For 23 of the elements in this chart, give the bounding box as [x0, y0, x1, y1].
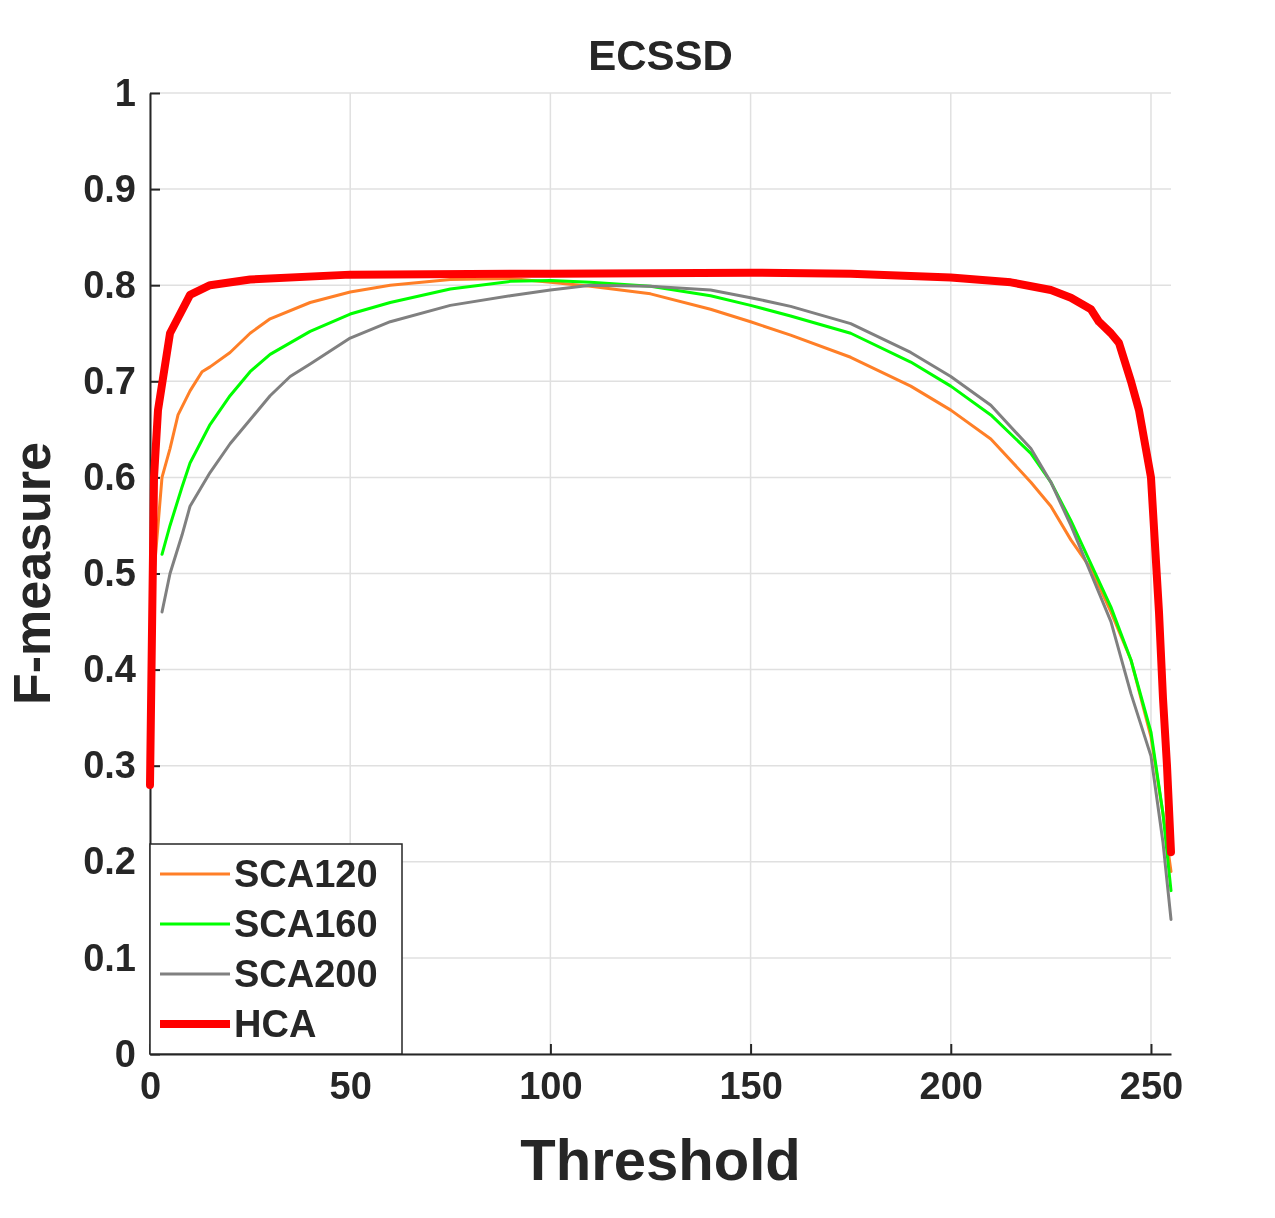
chart-title: ECSSD	[588, 32, 733, 79]
y-axis-title: F-measure	[3, 442, 61, 705]
legend-label: HCA	[234, 1003, 317, 1045]
y-tick-label: 1	[114, 71, 136, 114]
x-tick-label: 100	[519, 1064, 583, 1107]
legend-label: SCA120	[234, 853, 378, 895]
legend-label: SCA160	[234, 903, 378, 945]
y-tick-label: 0.3	[83, 744, 136, 787]
y-tick-label: 0.6	[83, 456, 136, 499]
y-tick-label: 0.4	[83, 648, 136, 691]
x-tick-label: 150	[719, 1064, 783, 1107]
y-tick-label: 0.8	[83, 263, 136, 306]
x-tick-label: 200	[919, 1064, 983, 1107]
x-axis-title: Threshold	[520, 1127, 801, 1192]
y-tick-label: 0.9	[83, 167, 136, 210]
y-tick-label: 0.2	[83, 840, 136, 883]
y-tick-label: 0.7	[83, 359, 136, 402]
y-tick-label: 0.5	[83, 552, 136, 595]
x-tick-label: 250	[1119, 1064, 1184, 1107]
legend-label: SCA200	[234, 953, 378, 995]
y-tick-label: 0.1	[83, 936, 136, 979]
x-tick-label: 50	[329, 1064, 372, 1107]
y-tick-label: 0	[114, 1032, 136, 1075]
